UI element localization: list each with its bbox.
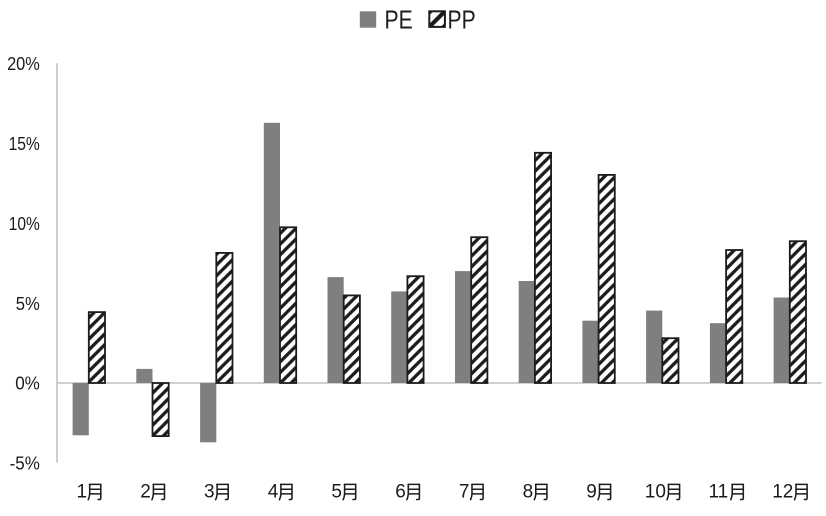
svg-text:3: 3	[204, 482, 215, 503]
svg-text:10: 10	[645, 482, 666, 503]
svg-text:8: 8	[523, 482, 534, 503]
svg-text:2: 2	[140, 482, 151, 503]
svg-text:6: 6	[395, 482, 406, 503]
svg-text:PE: PE	[385, 5, 413, 35]
svg-text:PP: PP	[448, 5, 476, 35]
svg-text:12: 12	[772, 482, 793, 503]
svg-text:5%: 5%	[16, 293, 40, 314]
svg-text:20%: 20%	[7, 53, 40, 74]
svg-text:15%: 15%	[9, 133, 40, 154]
svg-text:10%: 10%	[9, 213, 40, 234]
svg-text:1: 1	[77, 482, 88, 503]
svg-text:4: 4	[268, 482, 279, 503]
svg-text:5: 5	[331, 482, 342, 503]
svg-text:0%: 0%	[15, 373, 40, 394]
svg-text:9: 9	[586, 482, 597, 503]
svg-text:-5%: -5%	[10, 453, 40, 474]
svg-text:7: 7	[459, 482, 470, 503]
svg-text:11: 11	[709, 482, 729, 503]
